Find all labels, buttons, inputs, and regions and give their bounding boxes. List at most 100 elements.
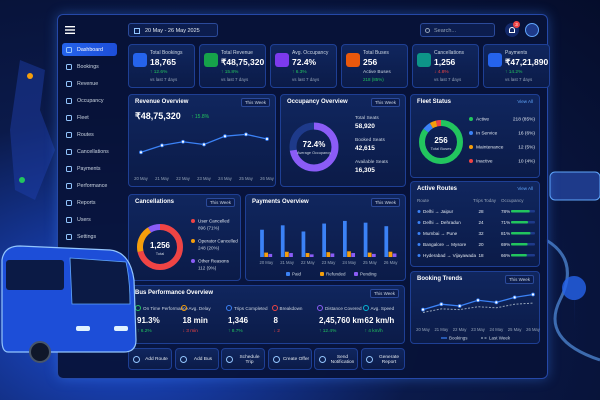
sidebar-item[interactable]: Fleet [62, 111, 117, 124]
quick-action-button[interactable]: Add Bus [174, 348, 219, 370]
kpi-card: Payments ₹47,21,890 ↑ 14.2% vs last 7 days [483, 44, 550, 88]
action-icon [133, 356, 140, 363]
kpi-value: 1,256 [434, 57, 456, 67]
search-icon [425, 27, 430, 33]
metric-change: ↑ 8.7% [228, 329, 243, 334]
revenue-value: ₹48,75,320 [135, 111, 181, 121]
donut-segment [419, 120, 463, 164]
kpi-note: vs last 7 days [434, 77, 462, 82]
date-range: 20 May - 26 May 2025 [145, 27, 200, 34]
chart: 20 May 21 May 22 May 23 May 24 May 25 May 26 M… [259, 220, 398, 277]
sidebar-item[interactable]: Routes [62, 128, 117, 141]
user-avatar[interactable] [525, 23, 539, 37]
legend-label: Maintenance [476, 145, 504, 151]
period-dropdown[interactable]: This Week [205, 198, 235, 207]
legend-dot [469, 131, 473, 135]
sidebar-item[interactable]: Occupancy [62, 94, 117, 107]
sidebar-item[interactable]: Users [62, 213, 117, 226]
panel-title: Cancellations [135, 199, 175, 205]
route-name: Hyderabad → Vijayawada [423, 253, 476, 258]
x-tick-label: 26 May [260, 176, 275, 181]
stat-value: 42,615 [355, 145, 375, 152]
kpi-title: Total Buses [363, 50, 389, 56]
donut-segment [137, 224, 183, 270]
x-tick-label: 20 May [259, 260, 274, 265]
menu-icon[interactable] [65, 26, 75, 34]
sidebar-item[interactable]: Revenue [62, 77, 117, 90]
donut-center-label: Total [156, 251, 165, 256]
line-point [531, 292, 535, 297]
quick-action-button[interactable]: Generate Report [360, 348, 405, 370]
sidebar-item[interactable]: Reports [62, 196, 117, 209]
cancellations: Cancellations This Week 1,256 Total User Can… [128, 194, 241, 281]
sidebar-item[interactable]: Performance [62, 179, 117, 192]
revenue-change: ↑ 15.8% [191, 114, 210, 120]
period-dropdown[interactable]: This Week [369, 289, 399, 298]
kpi-change: ↑ 6.3% [292, 70, 307, 75]
period-dropdown[interactable]: This Week [370, 98, 400, 107]
bar [285, 251, 289, 257]
quick-action-button[interactable]: Add Route [128, 348, 172, 370]
bar [351, 253, 356, 257]
panel-title: Revenue Overview [135, 99, 189, 105]
kpi-note: vs last 7 days [150, 77, 178, 82]
metric-label: Avg. Delay [188, 305, 211, 311]
sidebar-icon [66, 114, 72, 121]
panel-title: Occupancy Overview [287, 99, 348, 105]
panel-title: Fleet Status [417, 99, 452, 105]
calendar-icon [134, 27, 140, 34]
period-dropdown[interactable]: This Week [240, 98, 270, 107]
sidebar-icon [66, 216, 72, 223]
x-tick-label: 23 May [471, 327, 486, 332]
period-dropdown[interactable]: This Week [504, 275, 534, 284]
bar [392, 253, 397, 257]
date-picker[interactable]: 20 May - 26 May 2025 [128, 23, 218, 37]
notification-button[interactable]: 3 [505, 21, 520, 37]
action-label: Create Offer [282, 357, 310, 363]
legend-label: Other Reasons [198, 259, 230, 264]
kpi-change: Active Buses [363, 70, 391, 75]
occupancy-bar [511, 221, 529, 224]
metric-change: ↑ 6.2% [137, 329, 152, 334]
metric-label: Breakdown [279, 305, 303, 311]
sidebar-item[interactable]: Settings [62, 230, 117, 243]
sidebar-label: Reports [77, 199, 96, 206]
route-trips: 28 [478, 209, 484, 214]
donut-segment [137, 224, 183, 270]
metric-value: 8 [273, 316, 278, 325]
route-occupancy-label: 78% [501, 209, 510, 214]
sidebar-item[interactable]: Bookings [62, 60, 117, 73]
quick-action-button[interactable]: Schedule Trip [221, 348, 265, 370]
sidebar-item[interactable]: Payments [62, 162, 117, 175]
legend-label: Operator Cancelled [198, 239, 238, 244]
metric-label: Avg. Speed [370, 305, 395, 311]
bar [289, 253, 293, 257]
line-point [439, 302, 444, 307]
search-box[interactable]: Search... [420, 23, 495, 37]
legend-label: Pending [360, 272, 377, 277]
legend-label: Bookings [449, 336, 468, 341]
quick-action-button[interactable]: Send Notification [314, 348, 358, 370]
action-label: Add Route [145, 357, 168, 363]
kpi-icon [133, 53, 147, 67]
period-dropdown[interactable]: This Week [370, 198, 400, 207]
sidebar-item[interactable]: Cancellations [62, 145, 117, 158]
legend-label: Inactive [476, 159, 493, 165]
line-point [181, 139, 185, 144]
legend-dot [469, 145, 473, 149]
chart: 20 May 21 May 22 May 23 May 24 May 25 May 26 M… [416, 292, 541, 341]
line-point [265, 137, 269, 141]
x-tick-label: 23 May [322, 260, 337, 265]
line-point [457, 304, 462, 308]
legend-value: 16 (6%) [518, 131, 535, 137]
stat-value: 58,920 [355, 123, 375, 130]
action-icon [179, 356, 187, 363]
view-all-link[interactable]: View All [517, 99, 533, 104]
sidebar-item[interactable]: Dashboard [62, 43, 117, 56]
bus-illustration [1, 245, 137, 363]
view-all-link[interactable]: View All [517, 186, 533, 191]
quick-action-button[interactable]: Create Offer [267, 348, 312, 370]
